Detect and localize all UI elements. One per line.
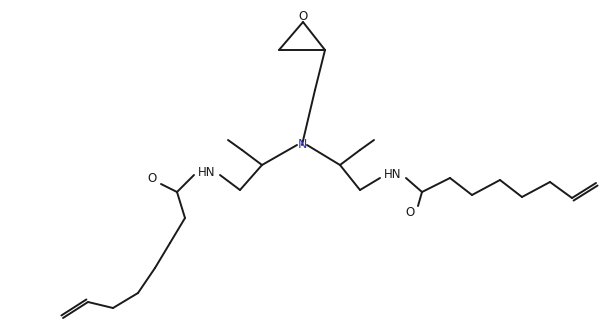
Text: O: O: [147, 172, 156, 184]
Text: HN: HN: [384, 169, 402, 181]
Text: O: O: [405, 207, 415, 219]
Text: O: O: [298, 10, 308, 24]
Text: N: N: [298, 138, 307, 152]
Text: HN: HN: [198, 166, 216, 178]
